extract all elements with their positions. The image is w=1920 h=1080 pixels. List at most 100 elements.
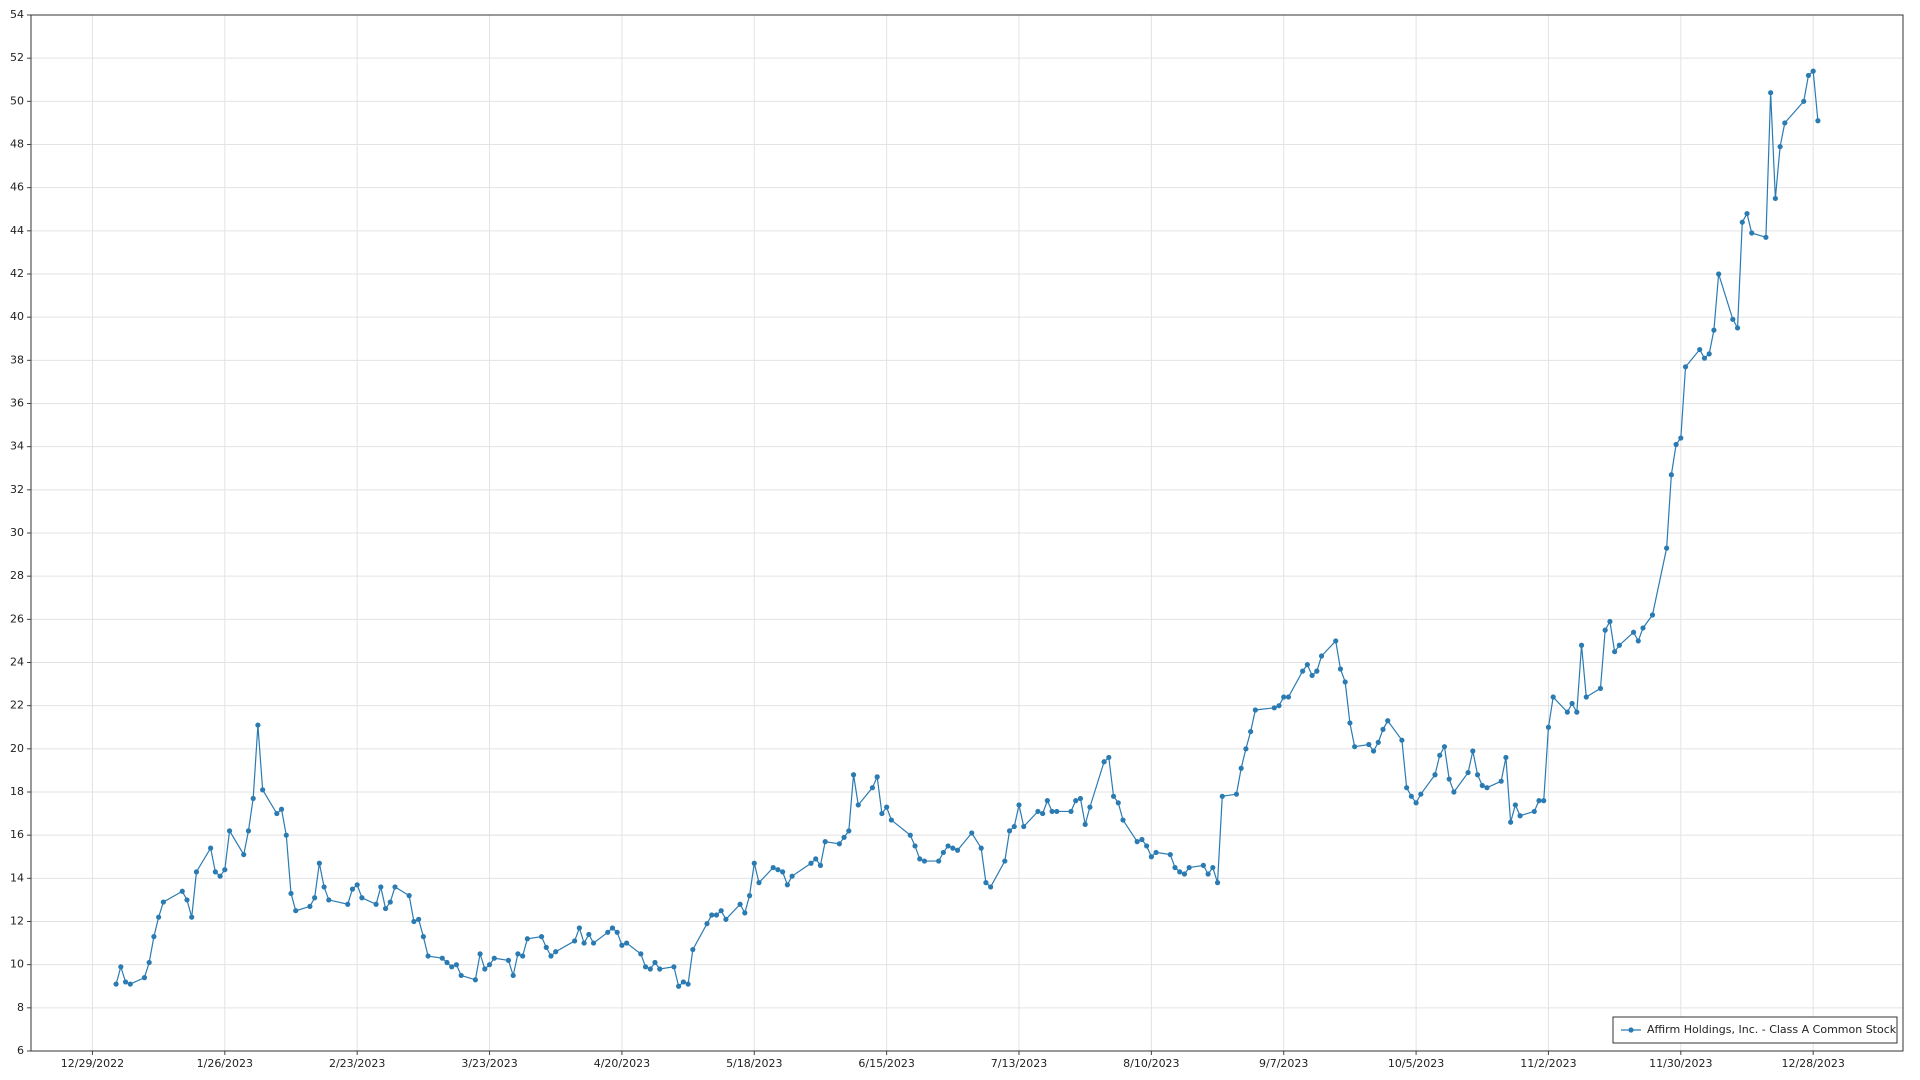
- data-point: [1616, 642, 1622, 648]
- y-tick-label: 16: [10, 828, 24, 841]
- data-point: [453, 962, 460, 968]
- data-point: [746, 893, 753, 899]
- x-tick-label: 11/2/2023: [1520, 1057, 1576, 1070]
- data-point: [936, 858, 942, 864]
- data-point: [1300, 668, 1306, 674]
- data-point: [1451, 789, 1457, 795]
- data-point: [1668, 472, 1674, 478]
- data-point: [274, 810, 280, 817]
- data-point: [954, 847, 961, 853]
- data-point: [1782, 120, 1788, 126]
- data-point: [260, 787, 266, 793]
- data-point: [1815, 118, 1821, 124]
- y-tick-label: 34: [10, 440, 24, 453]
- x-tick-label: 10/5/2023: [1388, 1057, 1444, 1070]
- y-tick-label: 54: [10, 8, 24, 21]
- data-point: [1002, 858, 1008, 864]
- data-point: [576, 925, 582, 931]
- data-point: [609, 925, 616, 931]
- data-point: [1578, 642, 1585, 648]
- data-point: [1531, 808, 1537, 815]
- data-point: [250, 795, 256, 802]
- data-point: [1021, 823, 1027, 830]
- data-point: [1271, 705, 1277, 711]
- data-point: [945, 843, 951, 849]
- data-point: [879, 810, 885, 817]
- data-point: [1139, 836, 1145, 843]
- data-point: [1801, 98, 1807, 104]
- data-point: [1144, 843, 1150, 849]
- data-point: [179, 888, 185, 894]
- data-point: [217, 873, 223, 879]
- data-point: [1470, 748, 1476, 754]
- data-point: [1219, 793, 1225, 799]
- data-point: [874, 774, 880, 780]
- data-point: [1200, 862, 1206, 868]
- data-point: [1333, 638, 1339, 644]
- data-point: [1177, 869, 1183, 875]
- y-tick-label: 28: [10, 569, 24, 582]
- data-point: [1314, 668, 1320, 674]
- data-point: [378, 884, 384, 890]
- data-point: [548, 953, 554, 959]
- data-point: [1612, 649, 1618, 655]
- x-tick-label: 3/23/2023: [461, 1057, 517, 1070]
- data-point: [113, 981, 119, 987]
- data-point: [1106, 754, 1112, 761]
- y-tick-label: 30: [10, 526, 24, 539]
- data-point: [1087, 804, 1093, 810]
- data-point: [491, 955, 497, 961]
- y-tick-label: 32: [10, 483, 24, 496]
- data-point: [638, 951, 644, 957]
- data-point: [647, 966, 653, 972]
- y-tick-label: 18: [10, 785, 24, 798]
- data-point: [1413, 800, 1419, 806]
- y-tick-label: 12: [10, 915, 24, 928]
- data-point: [212, 869, 218, 875]
- data-point: [888, 817, 894, 823]
- data-point: [278, 806, 285, 812]
- data-point: [345, 901, 351, 907]
- y-tick-label: 10: [10, 958, 24, 971]
- data-point: [1101, 759, 1107, 765]
- data-point: [477, 951, 483, 957]
- y-tick-label: 26: [10, 612, 24, 625]
- data-point: [605, 929, 611, 935]
- data-point: [1011, 823, 1017, 830]
- data-point: [657, 966, 663, 972]
- legend-label: Affirm Holdings, Inc. - Class A Common S…: [1647, 1023, 1897, 1036]
- data-point: [1550, 694, 1556, 700]
- data-point: [458, 972, 464, 979]
- data-point: [770, 864, 776, 871]
- data-point: [713, 912, 720, 918]
- data-point: [1352, 744, 1358, 750]
- data-point: [156, 914, 162, 920]
- data-point: [184, 897, 190, 903]
- y-tick-label: 52: [10, 51, 24, 64]
- data-point: [1375, 739, 1381, 745]
- data-point: [907, 832, 913, 838]
- data-point: [1465, 769, 1471, 776]
- data-point: [969, 830, 975, 836]
- data-point: [439, 955, 445, 961]
- y-tick-label: 38: [10, 353, 24, 366]
- data-point: [1134, 839, 1140, 845]
- data-point: [1418, 791, 1424, 797]
- data-point: [1441, 744, 1448, 750]
- y-tick-label: 42: [10, 267, 24, 280]
- data-point: [751, 860, 757, 866]
- data-point: [1432, 772, 1438, 778]
- x-tick-label: 6/15/2023: [858, 1057, 914, 1070]
- data-point: [1153, 849, 1159, 856]
- data-point: [775, 867, 781, 873]
- data-point: [538, 934, 545, 940]
- data-point: [193, 869, 200, 875]
- data-point: [1706, 351, 1712, 357]
- data-point: [1385, 718, 1391, 724]
- data-point: [505, 957, 512, 963]
- data-point: [1607, 618, 1613, 625]
- data-point: [1205, 871, 1211, 877]
- data-point: [1167, 851, 1173, 858]
- data-point: [1508, 819, 1514, 825]
- data-point: [912, 843, 918, 849]
